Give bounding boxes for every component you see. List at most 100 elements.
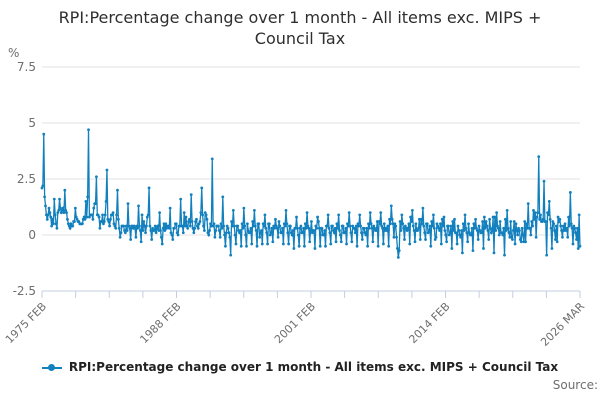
data-point	[568, 224, 571, 228]
data-point	[112, 222, 116, 226]
data-point	[337, 213, 341, 217]
data-point	[419, 217, 423, 221]
data-point	[563, 222, 567, 226]
data-point	[575, 226, 579, 230]
data-point	[425, 222, 429, 226]
data-point	[540, 220, 544, 223]
data-point	[445, 240, 448, 244]
data-point	[465, 231, 469, 235]
data-point	[217, 229, 221, 232]
data-point	[573, 226, 577, 230]
data-point	[40, 186, 44, 190]
data-point	[575, 238, 578, 241]
data-point	[212, 222, 216, 226]
data-point	[50, 224, 54, 228]
data-point	[49, 215, 53, 219]
data-point	[233, 233, 237, 237]
data-point	[217, 224, 220, 228]
data-point	[181, 231, 185, 235]
data-point	[211, 224, 215, 228]
data-point	[85, 215, 89, 219]
data-point	[299, 224, 303, 228]
data-point	[136, 226, 140, 230]
data-point	[378, 222, 382, 226]
data-point	[156, 224, 160, 228]
data-point	[198, 220, 202, 223]
data-point	[490, 229, 494, 232]
data-point	[268, 233, 272, 237]
data-point	[517, 226, 520, 230]
data-point	[147, 186, 151, 190]
data-point	[204, 213, 208, 217]
data-point	[195, 217, 198, 221]
data-point	[376, 244, 380, 248]
data-point	[427, 229, 431, 232]
data-point	[377, 220, 381, 223]
data-point	[533, 211, 537, 215]
data-point	[496, 226, 500, 230]
data-point	[482, 247, 485, 250]
data-point	[396, 247, 399, 250]
data-point	[60, 208, 64, 212]
data-point	[443, 229, 447, 232]
data-point	[164, 222, 168, 226]
data-point	[214, 229, 218, 232]
data-point	[481, 220, 484, 223]
data-point	[186, 226, 190, 230]
data-point	[532, 217, 536, 221]
data-point	[494, 229, 498, 232]
data-point	[202, 229, 206, 232]
data-point	[507, 231, 511, 235]
data-point	[518, 229, 521, 232]
data-point	[549, 226, 553, 230]
data-point	[502, 226, 506, 230]
data-point	[518, 238, 522, 241]
data-point	[175, 231, 179, 235]
data-point	[399, 229, 403, 232]
data-point	[519, 240, 523, 244]
data-point	[344, 226, 348, 230]
data-point	[231, 208, 235, 212]
data-point	[386, 224, 390, 228]
data-point	[489, 226, 492, 230]
data-point	[433, 238, 437, 241]
chart-title: RPI:Percentage change over 1 month - All…	[58, 8, 542, 48]
data-point	[447, 233, 451, 237]
data-point	[381, 226, 384, 230]
legend: RPI:Percentage change over 1 month - All…	[0, 360, 600, 374]
data-point	[176, 233, 180, 237]
data-point	[87, 128, 90, 132]
data-point	[314, 224, 318, 228]
data-point	[358, 213, 362, 217]
data-point	[282, 222, 286, 226]
data-point	[347, 211, 351, 215]
data-point	[114, 226, 118, 230]
data-point	[558, 217, 562, 221]
data-point	[441, 224, 445, 228]
data-point	[380, 224, 384, 228]
data-point	[273, 226, 276, 230]
data-point	[470, 226, 474, 230]
data-point	[155, 226, 159, 230]
data-point	[42, 132, 46, 136]
data-point	[478, 229, 482, 232]
data-point	[185, 224, 189, 228]
data-point	[398, 220, 402, 223]
data-point	[151, 226, 154, 230]
data-point	[372, 224, 376, 228]
data-point	[149, 229, 153, 232]
data-point	[323, 229, 326, 232]
data-point	[190, 220, 194, 223]
data-point	[408, 242, 412, 246]
data-point	[456, 224, 460, 228]
data-point	[286, 231, 290, 235]
data-point	[559, 224, 563, 228]
data-point	[108, 224, 111, 228]
data-point	[360, 231, 363, 235]
data-point	[115, 213, 118, 217]
data-point	[326, 213, 330, 217]
data-point	[241, 226, 245, 230]
data-point	[95, 175, 98, 179]
data-point	[271, 240, 275, 244]
data-point	[570, 226, 574, 230]
